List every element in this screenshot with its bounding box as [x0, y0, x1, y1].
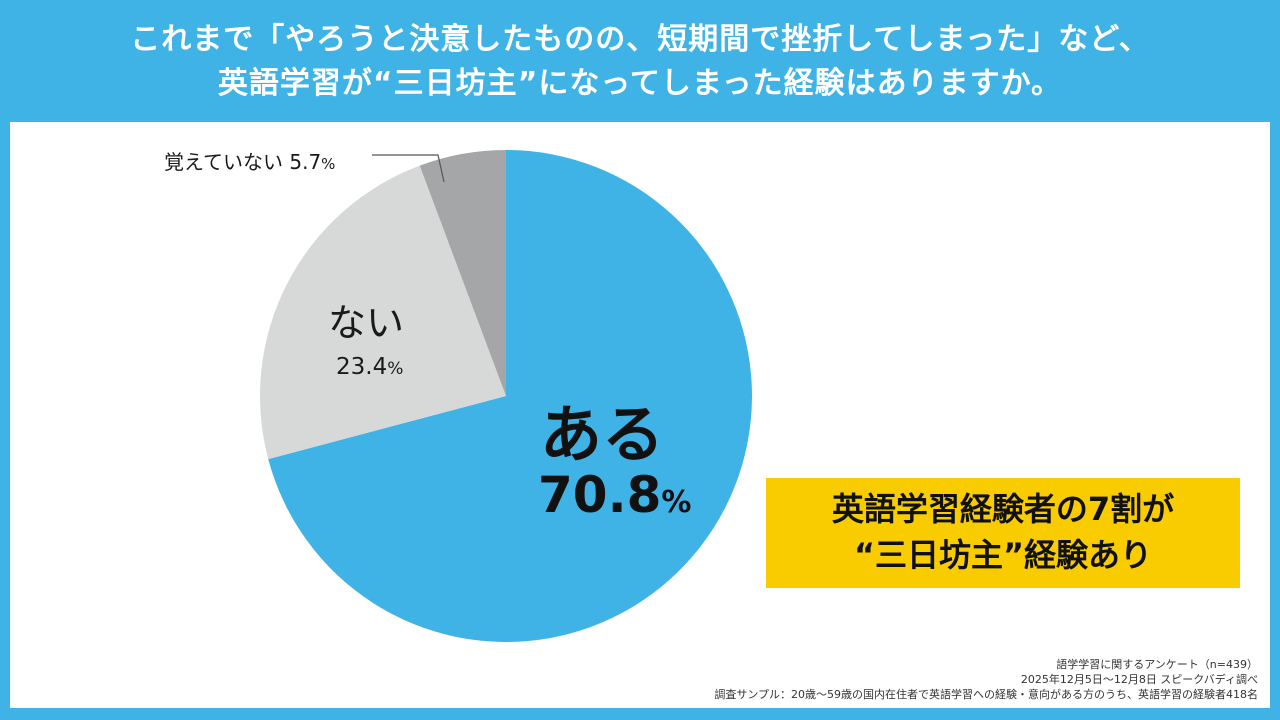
slice-value-no-number: 23.4 — [336, 354, 388, 380]
notes-line-2: 2025年12月5日～12月8日 スピークバディ調べ — [1020, 673, 1258, 686]
pie-slice-yes — [268, 150, 752, 642]
pie-slice-dontknow — [419, 150, 506, 396]
callout-line-1: 英語学習経験者の7割が — [831, 490, 1175, 528]
highlight-callout: 英語学習経験者の7割が “三日坊主”経験あり — [766, 478, 1240, 588]
slice-label-dontknow: 覚えていない 5.7% — [164, 146, 335, 175]
leader-line-dontknow — [372, 154, 445, 183]
pie-slice-no — [259, 165, 506, 460]
notes-line-1: 語学学習に関するアンケート（n=439） — [1056, 658, 1258, 671]
chart-title: これまで「やろうと決意したものの、短期間で挫折してしまった」など、 英語学習が“… — [0, 18, 1280, 106]
title-line-2: 英語学習が“三日坊主”になってしまった経験はありますか。 — [217, 66, 1063, 101]
slice-value-yes: 70.8% — [538, 466, 691, 524]
callout-line-2: “三日坊主”経験あり — [853, 536, 1153, 574]
notes-line-3: 調査サンプル：20歳～59歳の国内在住者で英語学習への経験・意向がある方のうち、… — [714, 688, 1258, 701]
survey-notes: 語学学習に関するアンケート（n=439） 2025年12月5日～12月8日 スピ… — [714, 657, 1258, 702]
slice-name-yes: ある — [540, 398, 665, 471]
slice-name-dontknow: 覚えていない — [164, 150, 283, 174]
slice-value-dontknow: 5.7 — [289, 150, 322, 174]
chart-panel: 覚えていない 5.7% ない 23.4% ある 70.8% 英語学習経験者の7割… — [10, 122, 1270, 708]
slice-unit-dontknow: % — [321, 155, 336, 173]
pie-chart — [259, 150, 752, 642]
slice-unit-yes: % — [661, 485, 692, 520]
slice-value-yes-number: 70.8 — [538, 466, 662, 524]
slice-value-no: 23.4% — [336, 354, 403, 380]
slice-unit-no: % — [387, 359, 404, 379]
slice-name-no: ない — [328, 301, 405, 345]
title-line-1: これまで「やろうと決意したものの、短期間で挫折してしまった」など、 — [130, 22, 1150, 57]
